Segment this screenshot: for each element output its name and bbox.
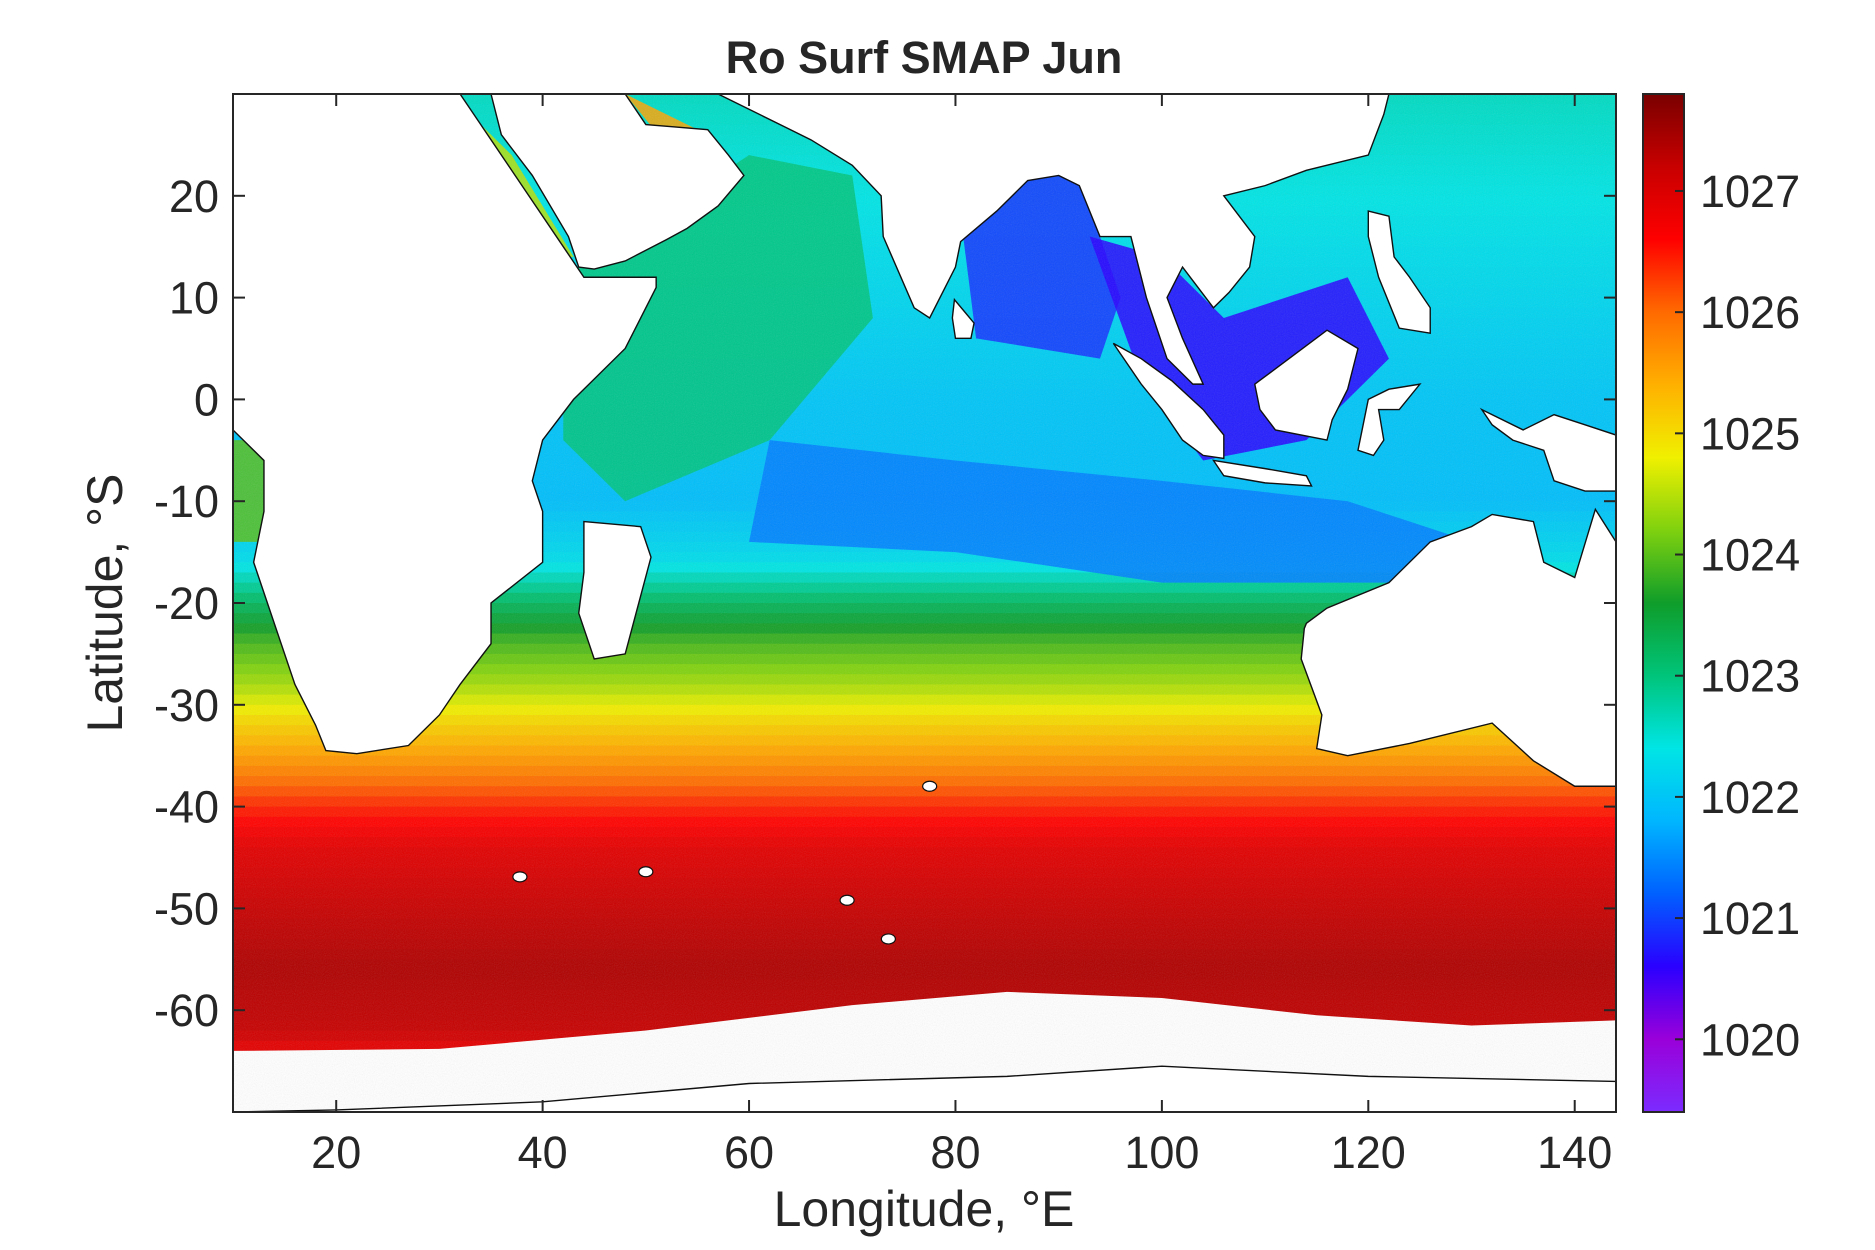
y-tick-label: -50 — [154, 883, 219, 934]
colorbar-ticks: 1027 1026 1025 1024 1023 1022 1021 1020 — [1675, 166, 1800, 1065]
colorbar-frame — [1642, 93, 1685, 1113]
java-land — [1212, 459, 1313, 487]
arabia-land — [490, 94, 745, 270]
colorbar: 1027 1026 1025 1024 1023 1022 1021 1020 — [1642, 93, 1800, 1113]
africa-land — [233, 94, 657, 755]
land-masks — [233, 94, 1616, 1112]
x-tick-label: 140 — [1537, 1127, 1612, 1178]
island-land — [922, 780, 938, 792]
island-land — [880, 933, 896, 945]
x-axis: 20 40 60 80 100 120 140 — [311, 94, 1612, 1178]
x-axis-label: Longitude, °E — [774, 1181, 1075, 1237]
colorbar-tick-label: 1022 — [1700, 772, 1800, 823]
island-land — [512, 871, 528, 883]
chart-title: Ro Surf SMAP Jun — [726, 32, 1123, 83]
antarctica-land — [233, 1065, 1616, 1112]
y-tick-label: -40 — [154, 782, 219, 833]
colorbar-tick-label: 1024 — [1700, 530, 1800, 581]
colorbar-tick-label: 1026 — [1700, 287, 1800, 338]
colorbar-ramp — [1643, 94, 1684, 1112]
x-tick-label: 60 — [724, 1127, 774, 1178]
philippines-land — [1367, 210, 1431, 335]
borneo-land — [1253, 329, 1359, 441]
island-land — [839, 894, 855, 906]
x-tick-label: 40 — [518, 1127, 568, 1178]
x-tick-label: 120 — [1331, 1127, 1406, 1178]
australia-land — [1300, 507, 1616, 787]
sumatra-land — [1112, 342, 1225, 460]
madagascar-land — [578, 520, 652, 660]
y-tick-label: -60 — [154, 985, 219, 1036]
y-tick-label: -10 — [154, 476, 219, 527]
x-tick-label: 100 — [1124, 1127, 1199, 1178]
y-tick-label: 20 — [169, 171, 219, 222]
x-tick-label: 80 — [930, 1127, 980, 1178]
y-axis: 20 10 0 -10 -20 -30 -40 -50 -60 — [154, 171, 1616, 1036]
y-tick-label: -30 — [154, 680, 219, 731]
y-axis-label: Latitude, °S — [77, 473, 133, 732]
island-land — [638, 866, 654, 878]
colorbar-tick-label: 1023 — [1700, 651, 1800, 702]
sri-lanka-land — [951, 297, 975, 340]
sulawesi-land — [1357, 383, 1422, 457]
x-tick-label: 20 — [311, 1127, 361, 1178]
new-guinea-land — [1479, 407, 1616, 492]
y-tick-label: -20 — [154, 578, 219, 629]
colorbar-tick-label: 1027 — [1700, 166, 1800, 217]
asia-land — [717, 94, 1390, 385]
colorbar-tick-label: 1020 — [1700, 1014, 1800, 1065]
plot-area — [232, 93, 1617, 1113]
y-tick-label: 10 — [169, 273, 219, 324]
colorbar-tick-label: 1021 — [1700, 893, 1800, 944]
y-tick-label: 0 — [194, 374, 219, 425]
colorbar-tick-label: 1025 — [1700, 408, 1800, 459]
